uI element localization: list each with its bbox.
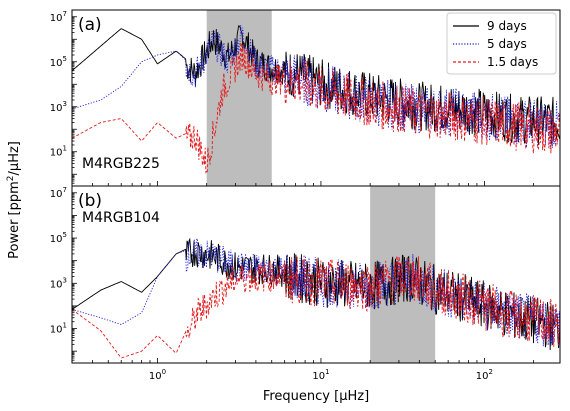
series-line [72,255,560,359]
legend-label: 5 days [487,37,527,51]
y-tick-label: 103 [50,100,67,114]
y-axis-title: Power [ppm2/µHz] [6,141,22,259]
star-label: M4RGB225 [82,156,160,172]
y-tick-label: 101 [50,322,67,336]
x-axis-title: Frequency [µHz] [263,389,369,404]
series-line [72,237,560,351]
x-tick-label: 101 [312,368,329,382]
plot-frame [71,185,561,364]
y-tick-label: 101 [50,145,67,159]
legend-box [446,12,557,75]
y-tick-label: 105 [50,231,67,245]
y-tick-label: 107 [50,10,67,24]
series-line [72,42,560,174]
panel-b: 101 103 105 107 100 101 102 (b)M4RGB104 [50,185,561,382]
series-line [72,237,560,347]
panel-a: 101 103 105 107 (a) M4RGB225 9 days 5 days 1.5 d… [50,9,561,187]
x-tick-label: 100 [149,368,166,382]
star-label: M4RGB104 [82,210,160,226]
y-tick-label: 107 [50,186,67,200]
legend-label: 9 days [487,19,527,33]
x-tick-label: 102 [476,368,493,382]
legend-label: 1.5 days [487,55,538,69]
panel-tag: (b) [78,191,102,211]
panel-tag: (a) [78,15,102,35]
y-tick-label: 105 [50,55,67,69]
y-tick-label: 103 [50,276,67,290]
